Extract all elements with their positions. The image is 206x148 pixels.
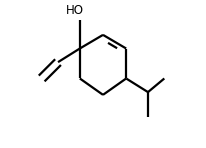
- Text: HO: HO: [65, 4, 83, 17]
